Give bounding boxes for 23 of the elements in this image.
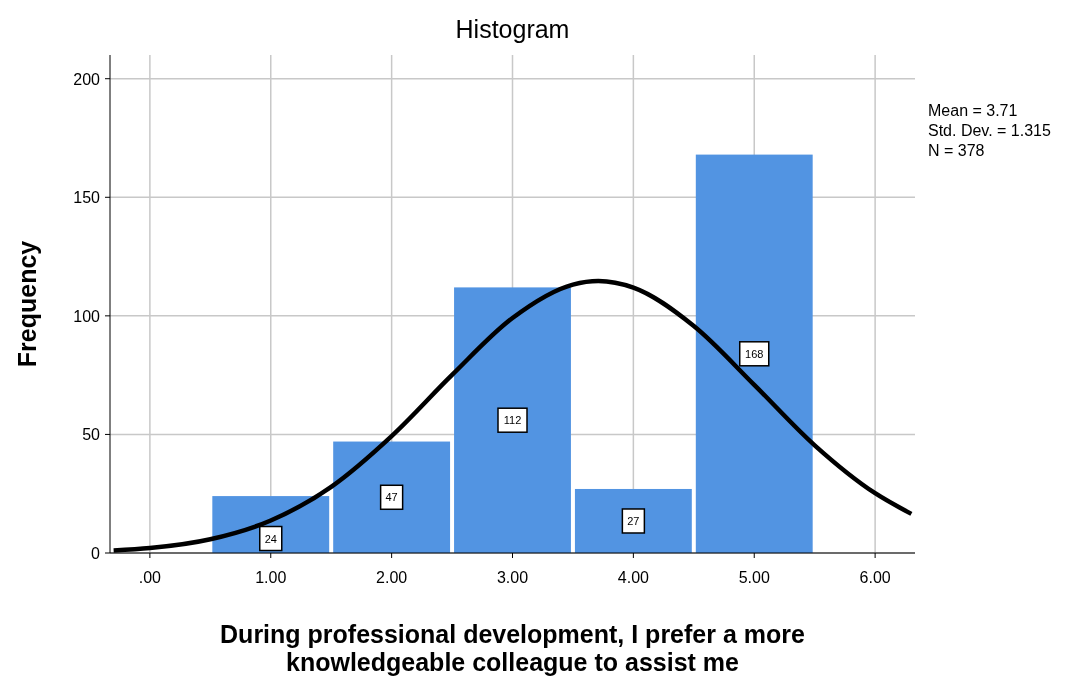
y-tick-label: 200 bbox=[73, 70, 101, 88]
text: Mean = 3.71 bbox=[928, 102, 1018, 119]
data-label: 24 bbox=[264, 532, 277, 545]
x-tick-label: 4.00 bbox=[617, 569, 650, 586]
x-tick-label: 2.00 bbox=[376, 569, 408, 586]
data-label: 112 bbox=[503, 414, 522, 427]
chart-title: Histogram bbox=[455, 15, 570, 43]
data-label: 168 bbox=[745, 347, 764, 360]
x-axis-title: During professional development, I prefer a more knowledgeable colleague to assist me bbox=[219, 620, 806, 676]
text: Std. Dev. = 1.315 bbox=[928, 122, 1051, 139]
x-tick-label: 5.00 bbox=[738, 569, 770, 586]
data-label: 47 bbox=[385, 491, 398, 504]
y-axis-title: Frequency bbox=[13, 240, 41, 368]
y-tick-label: 0 bbox=[91, 545, 101, 562]
y-tick-label: 100 bbox=[73, 307, 101, 325]
text: N = 378 bbox=[928, 142, 985, 159]
x-tick-label: 1.00 bbox=[255, 569, 287, 586]
y-tick-label: 150 bbox=[73, 189, 101, 207]
x-tick-label: 6.00 bbox=[859, 569, 891, 586]
y-tick-label: 50 bbox=[82, 426, 101, 444]
x-tick-label: 3.00 bbox=[496, 569, 529, 586]
data-label: 27 bbox=[627, 514, 640, 527]
x-tick-label: .00 bbox=[138, 569, 162, 586]
